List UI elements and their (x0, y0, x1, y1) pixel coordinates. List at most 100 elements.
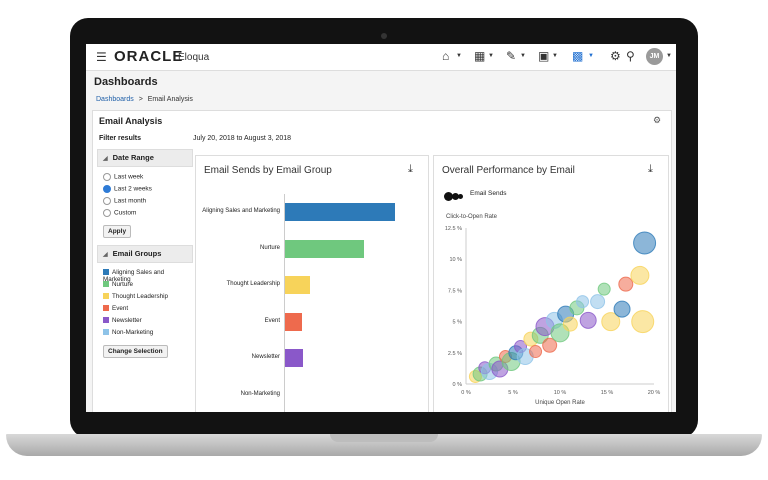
scatter-x-axis-label: Unique Open Rate (535, 400, 585, 406)
bubble-point[interactable] (542, 337, 558, 353)
group-item: Thought Leadership (103, 293, 168, 300)
scatter-y-tick-label: 10 % (449, 257, 462, 263)
panel-title: Email Analysis (99, 116, 163, 126)
date-range-header[interactable]: ◢ Date Range (97, 149, 193, 167)
bubble-point[interactable] (597, 282, 611, 296)
oracle-logo: ORACLE (114, 48, 184, 65)
radio-icon (103, 197, 111, 205)
laptop-base (6, 434, 762, 456)
home-icon[interactable]: ⌂ (442, 49, 450, 63)
radio-last-2-weeks[interactable]: Last 2 weeks (103, 185, 152, 193)
change-selection-button[interactable]: Change Selection (103, 345, 168, 358)
email-analysis-panel: Email Analysis ⚙ Filter results July 20,… (92, 110, 672, 412)
radio-icon (103, 173, 111, 181)
bar-axis-line (284, 194, 285, 412)
bar-chart-area: Aligning Sales and Marketing Nurture Thoug… (196, 156, 428, 412)
color-swatch (103, 269, 109, 276)
bar-category-label: Thought Leadership (226, 281, 280, 288)
app-screen: ☰ ORACLE Eloqua ⌂ ▼ ▦ ▼ ✎ ▼ ▣ ▼ ▩ ▼ ⚙ ⚲ … (86, 44, 676, 412)
download-icon[interactable]: ⤓ (648, 163, 653, 175)
bubble-legend-icon (444, 188, 463, 206)
gear-icon[interactable]: ⚙ (653, 115, 662, 125)
bar[interactable] (285, 239, 364, 258)
scatter-y-tick-label: 0 % (453, 382, 463, 388)
bubble-point[interactable] (579, 311, 597, 329)
radio-selected-icon (103, 185, 111, 193)
color-swatch (103, 317, 109, 324)
scatter-x-tick-label: 10 % (554, 390, 567, 396)
bubble-point[interactable] (618, 276, 634, 292)
bubble-point[interactable] (590, 294, 606, 310)
bar-category-label: Nurture (259, 244, 280, 251)
page-title: Dashboards (94, 76, 158, 88)
radio-last-week[interactable]: Last week (103, 173, 143, 181)
breadcrumb-link-dashboards[interactable]: Dashboards (96, 96, 134, 103)
bubble-point[interactable] (630, 265, 650, 285)
bubble-point[interactable] (576, 295, 590, 309)
hamburger-icon[interactable]: ☰ (96, 50, 107, 64)
bubble-point[interactable] (613, 300, 631, 318)
color-swatch (103, 293, 109, 300)
bar[interactable] (285, 203, 396, 222)
bubble-legend-label: Email Sends (470, 190, 507, 197)
bubble-point[interactable] (631, 310, 655, 334)
email-sends-chart-card: Email Sends by Email Group ⤓ Aligning Sa… (195, 155, 429, 412)
avatar[interactable]: JM (646, 48, 663, 65)
color-swatch (103, 329, 109, 336)
layout-icon[interactable]: ▣ (538, 49, 550, 63)
apply-button[interactable]: Apply (103, 225, 132, 238)
bar[interactable] (285, 276, 310, 295)
chart-icon[interactable]: ▩ (572, 49, 584, 63)
group-item: Newsletter (103, 317, 142, 324)
radio-custom[interactable]: Custom (103, 209, 136, 217)
scatter-y-tick-label: 12.5 % (445, 226, 462, 232)
chevron-down-icon: ▼ (520, 53, 526, 59)
bar-category-label: Newsletter (251, 354, 280, 361)
bubble-point[interactable] (529, 345, 543, 359)
group-item: Aligning Sales and Marketing (103, 269, 165, 283)
camera-dot (381, 33, 387, 39)
collapse-triangle-icon: ◢ (103, 156, 108, 162)
radio-icon (103, 209, 111, 217)
search-icon[interactable]: ⚲ (626, 49, 635, 63)
bar-category-label: Non-Marketing (240, 390, 280, 397)
y-axis-label: Click-to-Open Rate (446, 214, 498, 220)
chevron-down-icon: ▼ (488, 53, 494, 59)
edit-icon[interactable]: ✎ (506, 49, 517, 63)
top-navigation-bar: ☰ ORACLE Eloqua ⌂ ▼ ▦ ▼ ✎ ▼ ▣ ▼ ▩ ▼ ⚙ ⚲ … (86, 44, 676, 71)
scatter-y-tick-label: 7.5 % (448, 288, 462, 294)
scatter-x-tick-label: 0 % (461, 390, 471, 396)
group-item: Nurture (103, 281, 133, 288)
laptop-notch (330, 434, 438, 442)
collapse-triangle-icon: ◢ (103, 252, 108, 258)
filter-results-label: Filter results (99, 135, 142, 142)
bar[interactable] (285, 349, 303, 368)
breadcrumb-current: Email Analysis (147, 96, 193, 103)
bar[interactable] (285, 312, 302, 331)
grid-icon[interactable]: ▦ (474, 49, 486, 63)
chevron-down-icon: ▼ (552, 53, 558, 59)
date-range-text: July 20, 2018 to August 3, 2018 (193, 135, 292, 142)
scatter-x-tick-label: 20 % (648, 390, 661, 396)
chevron-down-icon: ▼ (456, 53, 462, 59)
gear-icon[interactable]: ⚙ (610, 49, 621, 63)
overall-performance-chart-card: Overall Performance by Email ⤓ Email Sen… (433, 155, 669, 412)
download-icon[interactable]: ⤓ (408, 163, 413, 175)
breadcrumb-separator: > (138, 96, 143, 103)
email-groups-header[interactable]: ◢ Email Groups (97, 245, 193, 263)
chevron-down-icon: ▼ (588, 53, 594, 59)
group-item: Event (103, 305, 128, 312)
radio-last-month[interactable]: Last month (103, 197, 146, 205)
scatter-x-tick-label: 15 % (601, 390, 614, 396)
color-swatch (103, 305, 109, 312)
bar-category-label: Event (264, 317, 280, 324)
product-name: Eloqua (178, 52, 210, 63)
bubble-point[interactable] (562, 316, 578, 332)
chevron-down-icon: ▼ (666, 53, 672, 59)
bubble-point[interactable] (601, 312, 621, 332)
group-item: Non-Marketing (103, 329, 153, 336)
bubble-point[interactable] (633, 231, 657, 255)
scatter-x-tick-label: 5 % (508, 390, 518, 396)
scatter-chart-title: Overall Performance by Email (442, 165, 575, 176)
bar-chart-title: Email Sends by Email Group (204, 165, 332, 176)
